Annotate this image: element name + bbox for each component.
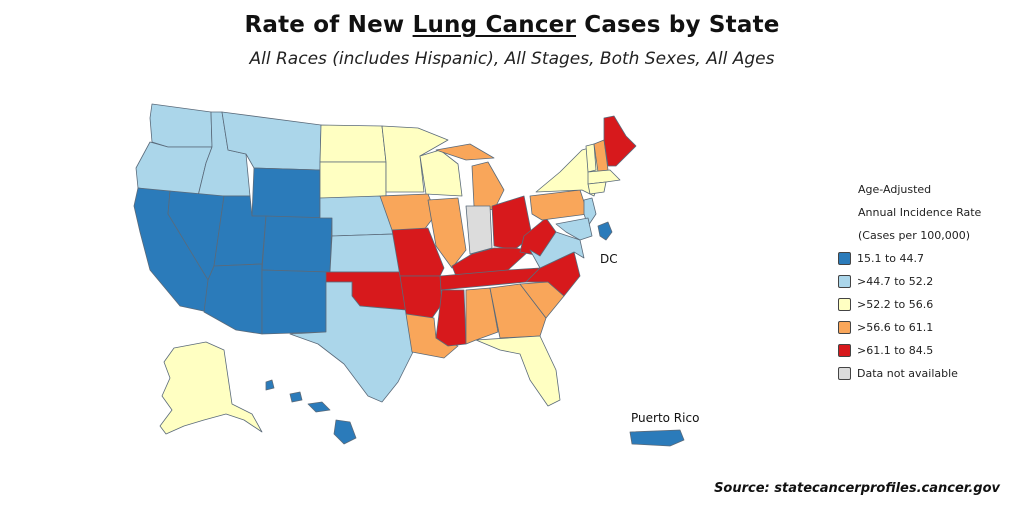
- legend: Age-Adjusted Annual Incidence Rate (Case…: [838, 178, 981, 385]
- state-illinois: [427, 197, 467, 269]
- state-alaska: [159, 341, 263, 435]
- state-arkansas: [399, 275, 443, 319]
- state-maine: [603, 115, 637, 167]
- state-georgia: [489, 283, 547, 339]
- chart-title: Rate of New Lung Cancer Cases by State: [0, 12, 1024, 38]
- legend-title-line-3: (Cases per 100,000): [858, 229, 970, 242]
- dc-label: DC: [600, 252, 618, 266]
- state-south-dakota: [319, 161, 387, 201]
- state-minnesota: [381, 125, 449, 193]
- state-wyoming: [251, 167, 321, 221]
- state-iowa: [379, 193, 437, 231]
- legend-item: >56.6 to 61.1: [838, 316, 981, 339]
- puerto-rico-label: Puerto Rico: [631, 411, 700, 425]
- state-hawaii-2: [289, 391, 303, 403]
- legend-item: >61.1 to 84.5: [838, 339, 981, 362]
- state-hawaii-1: [265, 379, 275, 391]
- legend-swatch: [838, 298, 851, 311]
- state-virginia: [529, 231, 585, 269]
- state-wisconsin: [419, 149, 463, 197]
- legend-swatch: [838, 344, 851, 357]
- legend-swatch: [838, 252, 851, 265]
- state-mississippi: [435, 289, 467, 347]
- title-part-1: Rate of New: [244, 12, 413, 38]
- legend-item-label: >52.2 to 56.6: [857, 298, 934, 311]
- state-connecticut-ri: [587, 181, 607, 195]
- legend-item-label: 15.1 to 44.7: [857, 252, 925, 265]
- legend-swatch: [838, 321, 851, 334]
- state-new-mexico: [261, 269, 329, 335]
- legend-item: >52.2 to 56.6: [838, 293, 981, 316]
- state-arizona: [203, 263, 263, 335]
- state-michigan-lower: [471, 161, 505, 211]
- state-hawaii-3: [307, 401, 331, 413]
- state-pennsylvania: [529, 189, 589, 221]
- legend-swatch: [838, 275, 851, 288]
- chart-subtitle: All Races (includes Hispanic), All Stage…: [249, 49, 775, 69]
- state-michigan-upper: [435, 143, 495, 161]
- state-indiana: [465, 205, 493, 255]
- legend-item: Data not available: [838, 362, 981, 385]
- state-colorado: [261, 215, 333, 273]
- state-alabama: [465, 287, 499, 345]
- legend-item-label: >44.7 to 52.2: [857, 275, 934, 288]
- legend-item-label: >56.6 to 61.1: [857, 321, 934, 334]
- state-massachusetts: [587, 169, 621, 185]
- legend-title-line-2: Annual Incidence Rate: [858, 206, 982, 219]
- state-kansas: [329, 233, 401, 273]
- legend-swatch: [838, 367, 851, 380]
- legend-title-line-1: Age-Adjusted: [858, 183, 932, 196]
- legend-item: >44.7 to 52.2: [838, 270, 981, 293]
- dc-marker: [597, 221, 613, 241]
- state-louisiana: [405, 313, 459, 359]
- state-washington: [149, 103, 213, 148]
- state-texas: [289, 281, 415, 403]
- state-north-dakota: [319, 124, 387, 163]
- state-florida: [475, 335, 561, 407]
- state-hawaii-4: [333, 419, 357, 445]
- title-underlined: Lung Cancer: [412, 12, 577, 38]
- legend-item-label: >61.1 to 84.5: [857, 344, 934, 357]
- state-vermont: [585, 143, 597, 173]
- legend-item: 15.1 to 44.7: [838, 247, 981, 270]
- legend-item-label: Data not available: [857, 367, 958, 380]
- state-maryland-delaware: [555, 217, 593, 241]
- state-missouri: [391, 227, 445, 277]
- source-credit: Source: statecancerprofiles.cancer.gov: [714, 481, 1000, 496]
- title-part-2: Cases by State: [576, 12, 780, 38]
- puerto-rico: [629, 429, 685, 447]
